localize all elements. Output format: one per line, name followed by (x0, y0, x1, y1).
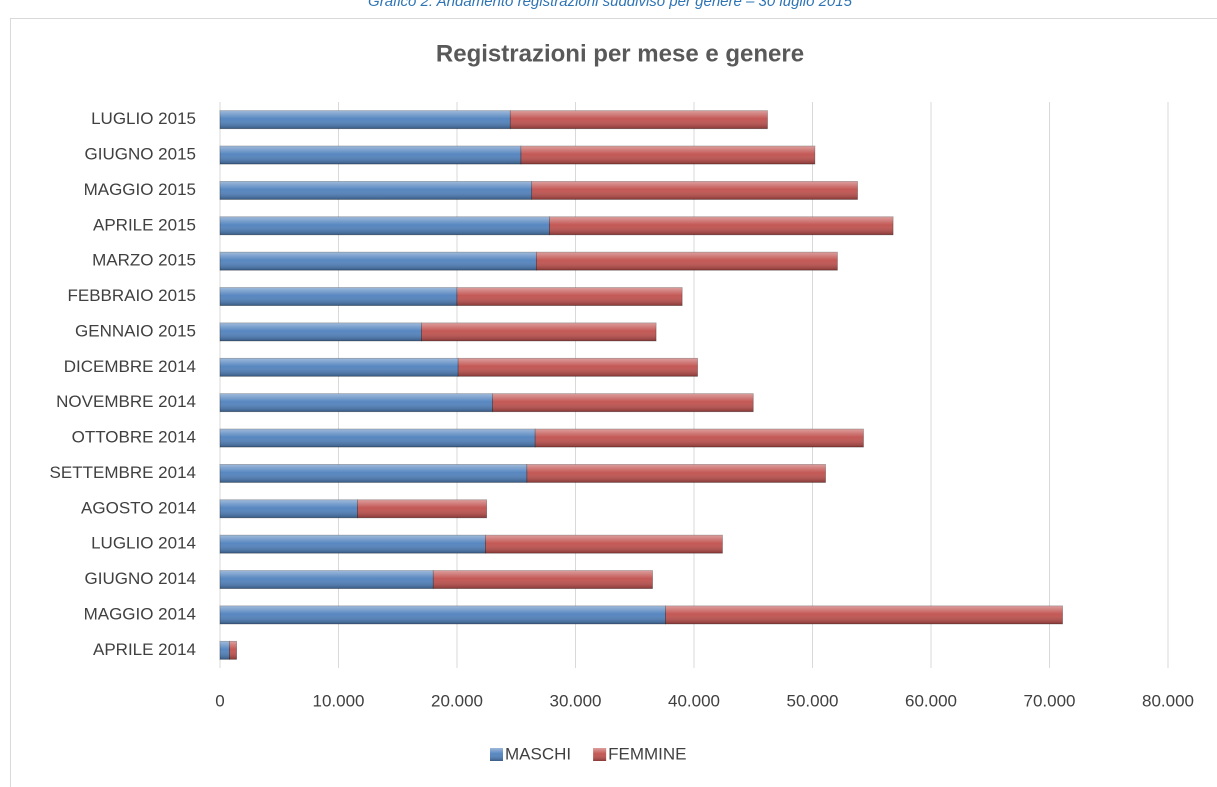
bar-shade (485, 535, 723, 554)
y-tick-label: GIUGNO 2015 (85, 145, 197, 164)
bar-shade (549, 216, 894, 235)
y-tick-label: LUGLIO 2015 (91, 109, 196, 128)
legend-label: MASCHI (505, 744, 571, 763)
y-tick-label: SETTEMBRE 2014 (50, 463, 196, 482)
bar-shade (457, 287, 683, 306)
y-tick-label: APRILE 2014 (93, 640, 196, 659)
y-tick-label: AGOSTO 2014 (81, 498, 196, 517)
x-tick-label: 50.000 (787, 691, 839, 710)
bar-shade (220, 605, 666, 624)
y-tick-label: LUGLIO 2014 (91, 534, 196, 553)
bar-shade (220, 499, 358, 518)
bar-shade (220, 252, 537, 271)
bar-shade (535, 429, 864, 448)
y-tick-label: NOVEMBRE 2014 (56, 392, 196, 411)
y-tick-label: GENNAIO 2015 (75, 321, 196, 340)
bar-shade (220, 110, 511, 129)
bar-shade (357, 499, 487, 518)
legend-swatch-shade (593, 748, 607, 761)
bar-shade (421, 322, 657, 341)
x-tick-label: 40.000 (668, 691, 720, 710)
x-tick-label: 10.000 (313, 691, 365, 710)
bar-shade (220, 535, 486, 554)
bar-shade (526, 464, 826, 483)
bar-shade (220, 146, 521, 165)
bar-shade (220, 322, 422, 341)
y-tick-label: MAGGIO 2015 (84, 180, 196, 199)
y-tick-label: MAGGIO 2014 (84, 604, 196, 623)
bar-shade (536, 252, 838, 271)
bar-shade (220, 358, 459, 377)
x-tick-label: 30.000 (550, 691, 602, 710)
bar-shade (665, 605, 1063, 624)
bar-shade (220, 181, 532, 200)
y-tick-label: OTTOBRE 2014 (72, 428, 196, 447)
bar-shade (458, 358, 698, 377)
bar-shade (492, 393, 754, 412)
caption: Grafico 2: Andamento registrazioni suddi… (368, 0, 853, 10)
x-tick-label: 60.000 (905, 691, 957, 710)
chart-title: Registrazioni per mese e genere (436, 40, 804, 67)
bar-shade (220, 287, 457, 306)
legend-swatch-shade (490, 748, 503, 761)
bar-shade (220, 641, 230, 660)
bar-shade (520, 146, 815, 165)
x-tick-label: 20.000 (431, 691, 483, 710)
legend-label: FEMMINE (608, 744, 686, 763)
y-tick-label: MARZO 2015 (92, 251, 196, 270)
y-tick-label: GIUGNO 2014 (85, 569, 197, 588)
chart-frame (10, 18, 1217, 787)
bar-shade (220, 464, 527, 483)
y-tick-label: APRILE 2015 (93, 215, 196, 234)
bar-shade (510, 110, 768, 129)
bar-shade (220, 393, 493, 412)
y-tick-label: DICEMBRE 2014 (64, 357, 196, 376)
bar-shade (433, 570, 653, 589)
bar-shade (220, 570, 434, 589)
bar-shade (531, 181, 858, 200)
x-tick-label: 70.000 (1024, 691, 1076, 710)
x-tick-label: 80.000 (1142, 691, 1194, 710)
y-tick-label: FEBBRAIO 2015 (67, 286, 196, 305)
x-tick-label: 0 (215, 691, 224, 710)
bar-shade (220, 216, 550, 235)
bar-shade (229, 641, 237, 660)
bar-shade (220, 429, 536, 448)
